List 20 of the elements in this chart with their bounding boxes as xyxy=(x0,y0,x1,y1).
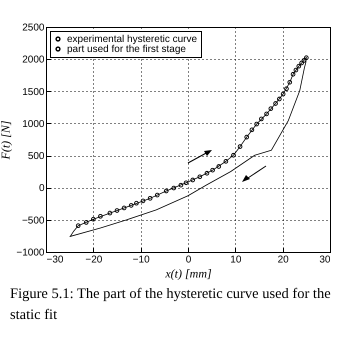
y-tick-label: 500 xyxy=(28,151,45,162)
x-tick-label: 10 xyxy=(230,254,242,266)
x-axis-title: x(t) [mm] xyxy=(164,266,212,280)
y-tick-label: 2000 xyxy=(22,54,45,66)
x-tick-label: −30 xyxy=(46,254,64,266)
x-tick-label: 20 xyxy=(278,254,290,266)
x-tick-label: 0 xyxy=(186,254,192,266)
x-tick-label: 30 xyxy=(319,254,331,266)
y-axis-title: F(t) [N] xyxy=(0,120,12,160)
y-tick-label: 0 xyxy=(38,183,45,194)
caption: Figure 5.1: The part of the hysteretic curve used for the static fit xyxy=(10,285,332,325)
x-tick-label: −20 xyxy=(85,254,103,266)
y-tick-label: 2500 xyxy=(22,22,45,34)
legend-label: part used for the first stage xyxy=(67,44,186,55)
legend-label: experimental hysteretic curve xyxy=(67,34,198,45)
x-tick-label: −10 xyxy=(132,254,150,266)
y-tick-label: −500 xyxy=(22,215,45,226)
y-tick-label: 1500 xyxy=(22,86,45,98)
y-tick-label: 1000 xyxy=(22,118,45,130)
y-tick-label: −1000 xyxy=(16,248,45,258)
